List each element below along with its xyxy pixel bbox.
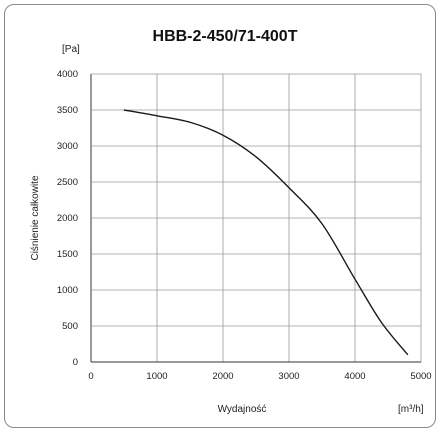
x-tick-label: 4000 (344, 371, 365, 382)
y-tick-label: 2000 (57, 213, 78, 224)
x-tick-label: 1000 (146, 371, 167, 382)
y-tick-label: 1500 (57, 249, 78, 260)
chart-frame (4, 4, 436, 428)
y-axis-label: Ciśnienie całkowite (30, 175, 41, 260)
x-unit-label: [m³/h] (398, 404, 424, 415)
fan-curve-line (123, 109, 409, 356)
y-unit-label: [Pa] (62, 44, 80, 55)
y-tick-label: 1000 (57, 285, 78, 296)
x-tick-label: 3000 (278, 371, 299, 382)
y-tick-label: 4000 (57, 69, 78, 80)
x-tick-label: 2000 (212, 371, 233, 382)
x-tick-label: 0 (88, 371, 93, 382)
x-tick-label: 5000 (410, 371, 431, 382)
y-tick-label: 500 (62, 321, 78, 332)
y-tick-label: 3000 (57, 141, 78, 152)
y-tick-label: 2500 (57, 177, 78, 188)
x-axis-label: Wydajność (218, 404, 267, 415)
y-tick-label: 3500 (57, 105, 78, 116)
chart-title: HBB-2-450/71-400T (153, 28, 298, 45)
y-tick-label: 0 (73, 357, 78, 368)
